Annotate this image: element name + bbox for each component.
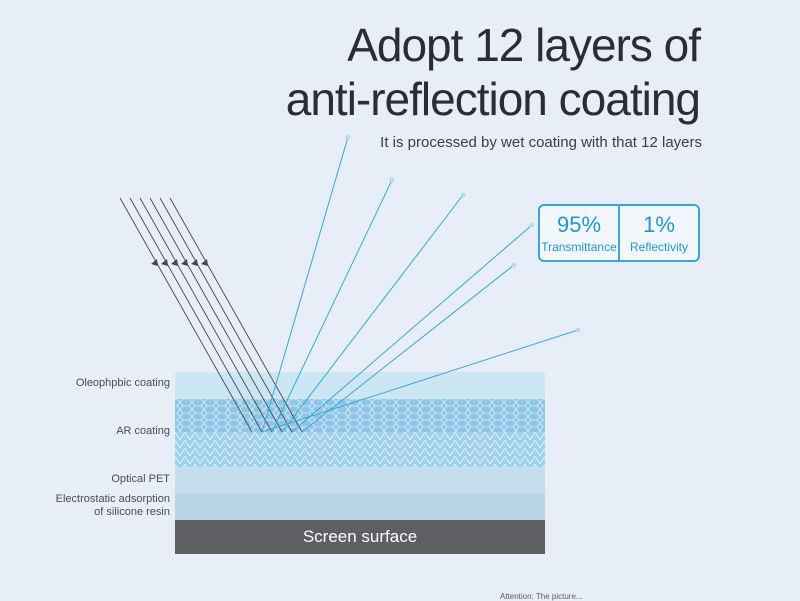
- transmittance-stat: 95% Transmittance: [540, 206, 618, 260]
- reflectivity-label: Reflectivity: [629, 240, 688, 254]
- silicone-resin-layer: [175, 493, 545, 520]
- screen-surface-layer: [175, 520, 545, 554]
- optical-pet-layer: [175, 467, 545, 493]
- ray-endpoints: [345, 134, 581, 333]
- reflectivity-stat: 1% Reflectivity: [618, 206, 698, 260]
- label-silicone-line-2: of silicone resin: [94, 506, 170, 518]
- label-screen-surface: Screen surface: [302, 527, 418, 546]
- label-silicone-line-1: Electrostatic adsorption: [55, 493, 170, 505]
- stats-box: 95% Transmittance 1% Reflectivity: [538, 204, 700, 262]
- footnote: Attention: The picture...: [500, 592, 583, 601]
- label-oleophobic: Oleophpbic coating: [75, 377, 170, 389]
- transmittance-value: 95%: [556, 212, 602, 237]
- page-title: Adopt 12 layers of anti-reflection coati…: [285, 18, 701, 126]
- ar-coating-layer-wave: [175, 432, 545, 467]
- title-line-2: anti-reflection coating: [285, 73, 701, 125]
- title-line-1: Adopt 12 layers of: [347, 19, 701, 71]
- ar-coating-layer-hex: [175, 399, 545, 432]
- label-optical-pet: Optical PET: [111, 473, 170, 485]
- page-subtitle: It is processed by wet coating with that…: [380, 134, 702, 151]
- reflected-rays: [261, 136, 579, 433]
- label-ar-coating: AR coating: [116, 425, 170, 437]
- incoming-rays: [119, 197, 303, 433]
- reflectivity-value: 1%: [643, 212, 675, 237]
- transmittance-label: Transmittance: [541, 240, 617, 254]
- label-silicone: Electrostatic adsorption of silicone res…: [56, 493, 170, 519]
- arrow-icons: [151, 259, 208, 266]
- oleophobic-layer: [175, 372, 545, 399]
